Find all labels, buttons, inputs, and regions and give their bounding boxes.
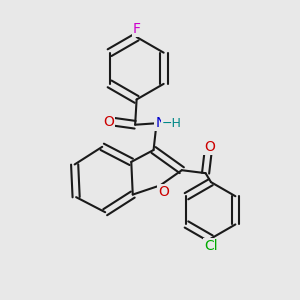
Text: O: O xyxy=(103,115,114,129)
Text: O: O xyxy=(158,185,169,199)
Text: F: F xyxy=(133,22,141,36)
Text: N: N xyxy=(155,116,166,130)
Text: −H: −H xyxy=(162,117,182,130)
Text: O: O xyxy=(204,140,215,154)
Text: Cl: Cl xyxy=(204,239,218,253)
